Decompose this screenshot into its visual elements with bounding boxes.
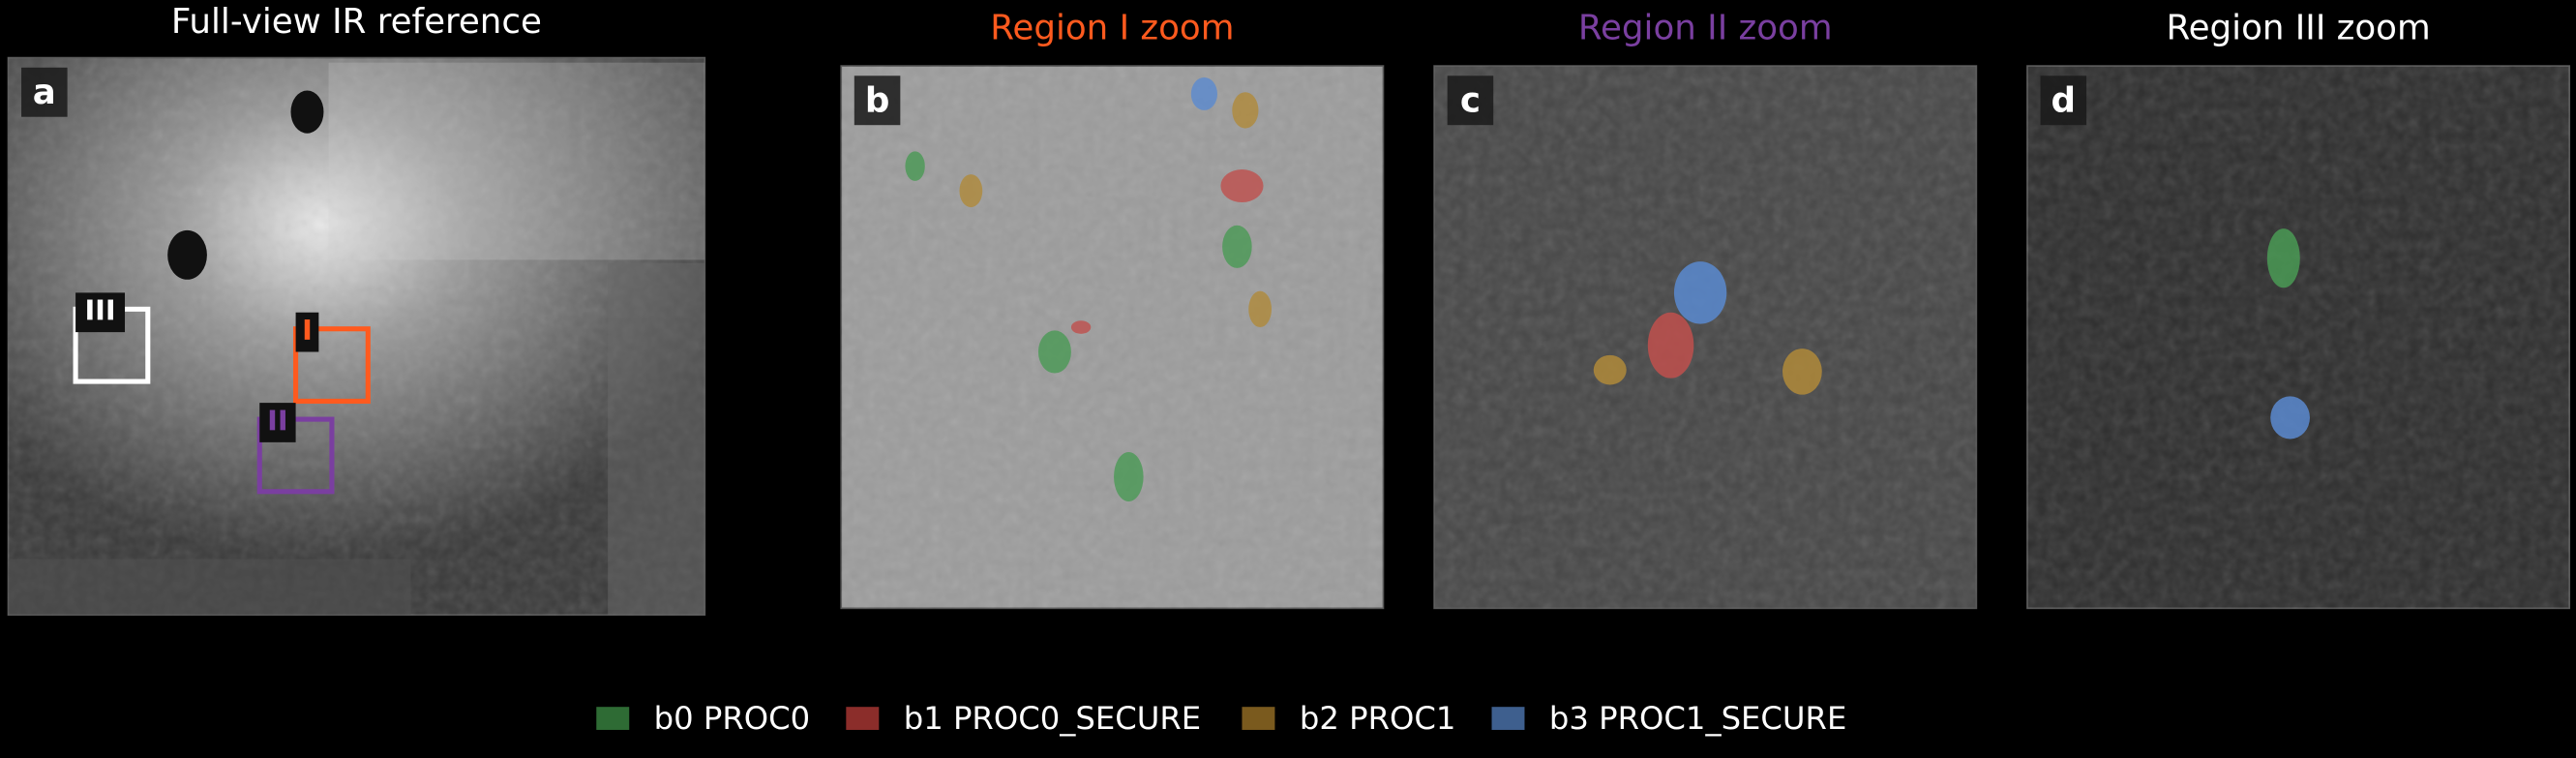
image-noise [841,66,1384,609]
blob [1232,92,1259,129]
panel-c [1433,65,1978,610]
legend-label: b0 PROC0 [654,700,811,737]
legend-swatch [1242,707,1275,730]
blob [905,151,925,181]
legend-swatch [596,707,630,730]
blob [959,174,983,208]
region-label-bg [259,403,296,442]
circuit-area [608,262,705,616]
region-box [293,326,371,404]
blob [1593,354,1627,385]
panel-d [2026,65,2571,610]
legend-label: b2 PROC1 [1300,700,1456,737]
dark-spot [290,90,324,134]
region-label-bg [295,312,319,352]
panel-a: III I II [7,56,706,616]
panel-title: Region I zoom [990,9,1234,48]
region-label: II [267,404,287,437]
panel-letter: c [1460,80,1481,120]
panel-title: Region II zoom [1578,9,1833,48]
blob [1222,225,1252,268]
blob [1114,452,1144,501]
legend-swatch [846,707,880,730]
panel-letter-bg [854,76,901,126]
panel-b [840,65,1385,610]
circuit-area [328,62,705,260]
blob [1190,76,1217,110]
blob [1070,320,1092,334]
panel-letter-bg [1447,76,1494,126]
blob [1647,312,1694,379]
blob [1782,349,1822,395]
blob [1037,330,1071,374]
panel-letter: b [865,80,890,120]
region-label: I [302,314,313,347]
blob [1248,290,1273,328]
region-label-bg [75,292,126,333]
region-label: III [84,294,115,327]
circuit-area [8,559,411,616]
blob [1220,169,1264,202]
legend-label: b3 PROC1_SECURE [1549,700,1846,737]
image-noise [2026,66,2570,609]
blob [2270,396,2310,440]
image-noise [8,57,705,616]
legend-swatch [1491,707,1525,730]
image-noise [1434,66,1977,609]
panel-title: Full-view IR reference [171,2,542,42]
panel-title: Region III zoom [2166,9,2430,48]
blob [1673,261,1727,324]
dark-spot [167,229,207,280]
panel-letter: d [2052,80,2077,120]
panel-letter-bg [21,67,68,117]
legend-label: b1 PROC0_SECURE [904,700,1201,737]
panel-letter: a [33,73,56,112]
panel-letter-bg [2040,76,2087,126]
blob [2266,228,2300,288]
